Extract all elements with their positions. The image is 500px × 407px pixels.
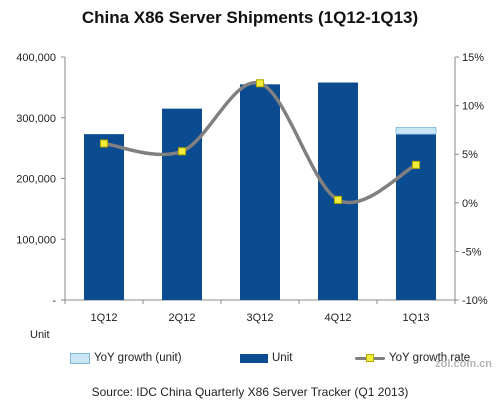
legend-swatch-yoy-growth-unit <box>70 352 90 364</box>
x-tick-label-4Q12: 4Q12 <box>325 312 352 324</box>
legend-item-yoy-growth-rate: YoY growth rate <box>355 352 470 364</box>
legend-item-yoy-growth-unit: YoY growth (unit) <box>70 352 182 364</box>
y-left-tick-label: 300,000 <box>16 113 56 125</box>
legend-swatch-yoy-growth-rate <box>355 353 385 363</box>
point-yoy-growth-rate-3Q12 <box>256 79 264 88</box>
point-yoy-growth-rate-2Q12 <box>178 147 186 156</box>
y-right-tick-label: 15% <box>462 52 484 64</box>
bar-unit-1Q12 <box>84 134 124 300</box>
y-right-tick-label: -10% <box>462 295 488 307</box>
bar-unit-4Q12 <box>318 82 358 300</box>
y-right-tick-label: 0% <box>462 198 478 210</box>
y-left-tick-label: 400,000 <box>16 52 56 64</box>
bar-unit-3Q12 <box>240 84 280 301</box>
bar-yoy-growth-1Q13 <box>395 127 437 135</box>
point-yoy-growth-rate-1Q12 <box>100 139 108 148</box>
y-left-tick-label: - <box>52 295 56 307</box>
x-tick-label-3Q12: 3Q12 <box>247 312 274 324</box>
y-right-tick-label: 5% <box>462 149 478 161</box>
y-left-tick-label: 100,000 <box>16 234 56 246</box>
unit-label: Unit <box>30 329 50 341</box>
legend-label-yoy-growth-unit: YoY growth (unit) <box>94 352 182 364</box>
y-right-tick-label: 10% <box>462 101 484 113</box>
y-left-tick-label: 200,000 <box>16 174 56 186</box>
chart-canvas: - 100,000 200,000 300,000 400,000 -10% -5% 0% 5%… <box>16 52 488 324</box>
point-yoy-growth-rate-1Q13 <box>412 160 420 169</box>
chart-source: Source: IDC China Quarterly X86 Server T… <box>91 385 409 399</box>
x-tick-label-2Q12: 2Q12 <box>169 312 196 324</box>
legend-label-yoy-growth-rate: YoY growth rate <box>389 352 471 364</box>
x-tick-label-1Q13: 1Q13 <box>403 312 430 324</box>
legend-label-unit: Unit <box>272 352 293 364</box>
point-yoy-growth-rate-4Q12 <box>334 195 342 204</box>
watermark-logo: zol.com.cn <box>435 358 492 370</box>
bar-unit-1Q13 <box>396 134 436 300</box>
legend-swatch-unit <box>240 353 268 363</box>
x-tick-label-1Q12: 1Q12 <box>91 312 118 324</box>
bar-unit-2Q12 <box>162 108 202 300</box>
chart-legend: YoY growth (unit) Unit YoY growth rate <box>70 352 490 370</box>
y-right-tick-label: -5% <box>462 246 482 258</box>
legend-item-unit: Unit <box>240 352 292 364</box>
chart-title: China X86 Server Shipments (1Q12-1Q13) <box>81 8 419 27</box>
